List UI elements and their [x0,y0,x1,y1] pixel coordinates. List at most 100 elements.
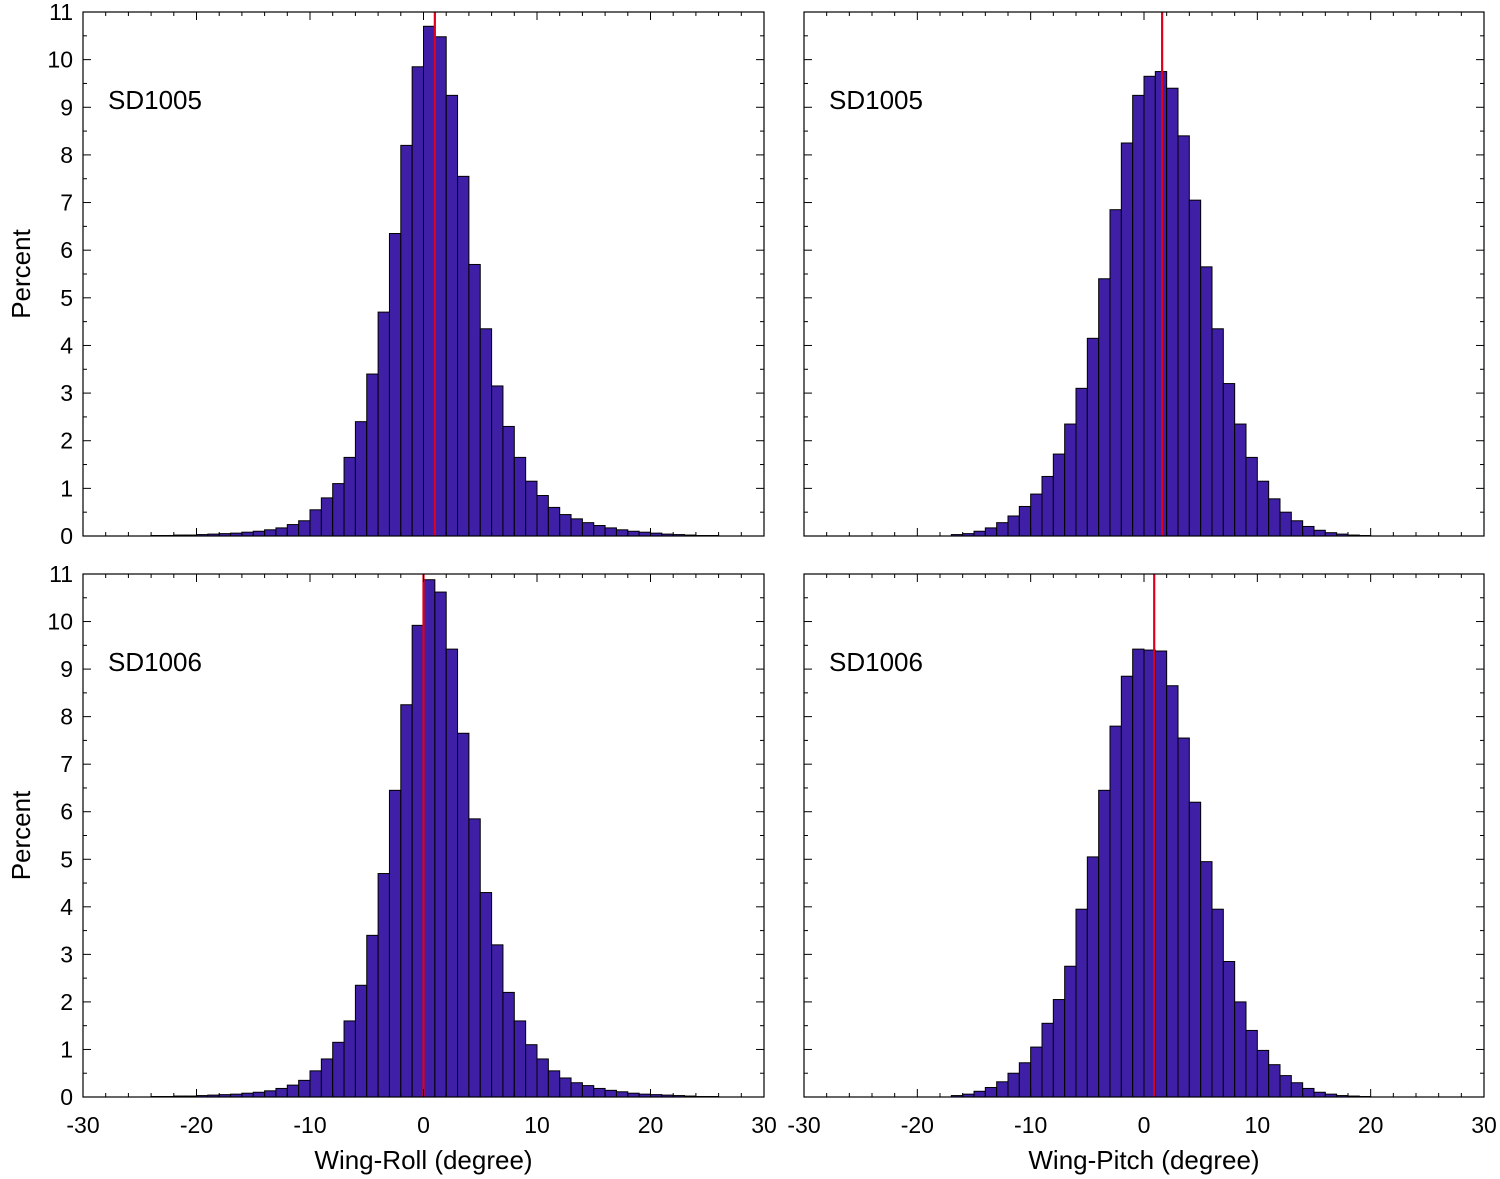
histogram-bar [1154,71,1168,537]
histogram-bar [525,480,538,537]
histogram-bar [536,1058,549,1098]
y-tick-label: 4 [60,894,73,920]
panel-label: SD1005 [108,85,202,115]
y-tick-label: 2 [60,989,73,1015]
histogram-bar [377,311,390,537]
panel-label: SD1005 [829,85,923,115]
histogram-bar [1245,456,1258,537]
histogram-bar [264,529,277,537]
histogram-bar [559,1077,572,1098]
x-tick-label: 20 [638,1112,664,1138]
histogram-bar [1007,1072,1020,1098]
histogram-bar [468,818,481,1098]
histogram-bar [411,66,424,537]
histogram-bar [1052,453,1066,537]
histogram-bar [627,530,640,537]
histogram-bar [1109,725,1122,1098]
x-tick-label: -10 [1014,1112,1047,1138]
x-tick-label: 0 [417,1112,430,1138]
histogram-bar [1188,199,1202,537]
histogram-bar [286,1084,300,1098]
histogram-bar [1313,1091,1326,1098]
histogram-bar [1200,861,1213,1098]
histogram-bar [491,385,504,537]
histogram-bar [1098,278,1111,537]
histogram-bar [1234,423,1247,537]
histogram-bar [1222,961,1236,1098]
x-tick-label: 30 [751,1112,777,1138]
x-axis-label: Wing-Pitch (degree) [1028,1145,1259,1175]
histogram-bar [1030,1046,1043,1098]
histogram-bar [581,1085,595,1098]
histogram-bar [468,263,481,537]
histogram-bar [298,520,311,537]
histogram-bar [1279,1075,1292,1098]
y-tick-label: 3 [60,941,73,967]
y-tick-label: 9 [60,94,73,120]
histogram-bar [1154,650,1168,1098]
histogram-bar [354,421,368,537]
histogram-bar [996,522,1009,537]
y-tick-label: 5 [60,846,73,872]
histogram-bar [513,456,527,537]
histogram-bar [388,789,402,1098]
histogram-bar [491,944,504,1098]
histogram-bar [615,1091,629,1098]
histogram-bar [1086,337,1100,537]
histogram-bar [479,892,493,1098]
histogram-bar [400,704,413,1098]
histogram-bar [1256,480,1270,537]
histogram-bar [457,175,470,537]
histogram-bar [1177,135,1190,537]
histogram-bar [1041,475,1054,537]
histogram-bar [1166,87,1179,537]
histogram-bar [354,984,368,1098]
y-tick-label: 6 [60,237,73,263]
histogram-bar [1132,94,1145,537]
y-tick-label: 0 [60,1084,73,1110]
histogram-bar [377,873,390,1098]
histogram-bar [1166,685,1179,1098]
histogram-bar [1256,1049,1270,1098]
y-tick-label: 7 [60,751,73,777]
histogram-bar [513,1020,527,1098]
histogram-bar [366,934,379,1098]
y-tick-label: 7 [60,190,73,216]
y-tick-label: 10 [47,47,73,73]
histogram-bar [1290,1082,1304,1098]
histogram-bar [252,1091,266,1098]
histogram-bar [1007,515,1020,537]
histogram-bar [479,328,493,537]
y-tick-label: 3 [60,380,73,406]
x-tick-label: 0 [1138,1112,1151,1138]
x-tick-label: -20 [180,1112,213,1138]
panel-4: -30 -20 -10 0 10 20 30 Wing-Pitch (degree) SD100… [787,573,1497,1175]
x-tick-label: 20 [1358,1112,1384,1138]
histogram-bar [264,1090,277,1098]
histogram-bar [547,506,561,537]
histogram-bar [1086,856,1100,1098]
y-tick-label: 8 [60,704,73,730]
histogram-bar [320,1058,334,1098]
x-axis-label: Wing-Roll (degree) [314,1145,532,1175]
y-tick-label: 8 [60,142,73,168]
histogram-bar [1041,1022,1054,1098]
histogram-bar [1245,1029,1258,1098]
histogram-bar [604,1089,617,1098]
y-tick-label: 0 [60,523,73,549]
panel-label: SD1006 [108,647,202,677]
histogram-bar [1120,675,1134,1098]
histogram-bar [1200,266,1213,537]
histogram-bar [252,530,266,537]
histogram-bar [593,1087,606,1098]
histogram-bar [434,591,447,1098]
histogram-bar [1018,1062,1032,1098]
x-tick-label: 30 [1471,1112,1497,1138]
x-tick-label: -10 [293,1112,326,1138]
histogram-bar [423,25,436,537]
x-tick-label: -30 [787,1112,820,1138]
histogram-bar [423,579,436,1098]
histogram-bar [332,1041,345,1098]
panel-label: SD1006 [829,647,923,677]
histogram-bar [332,483,345,537]
